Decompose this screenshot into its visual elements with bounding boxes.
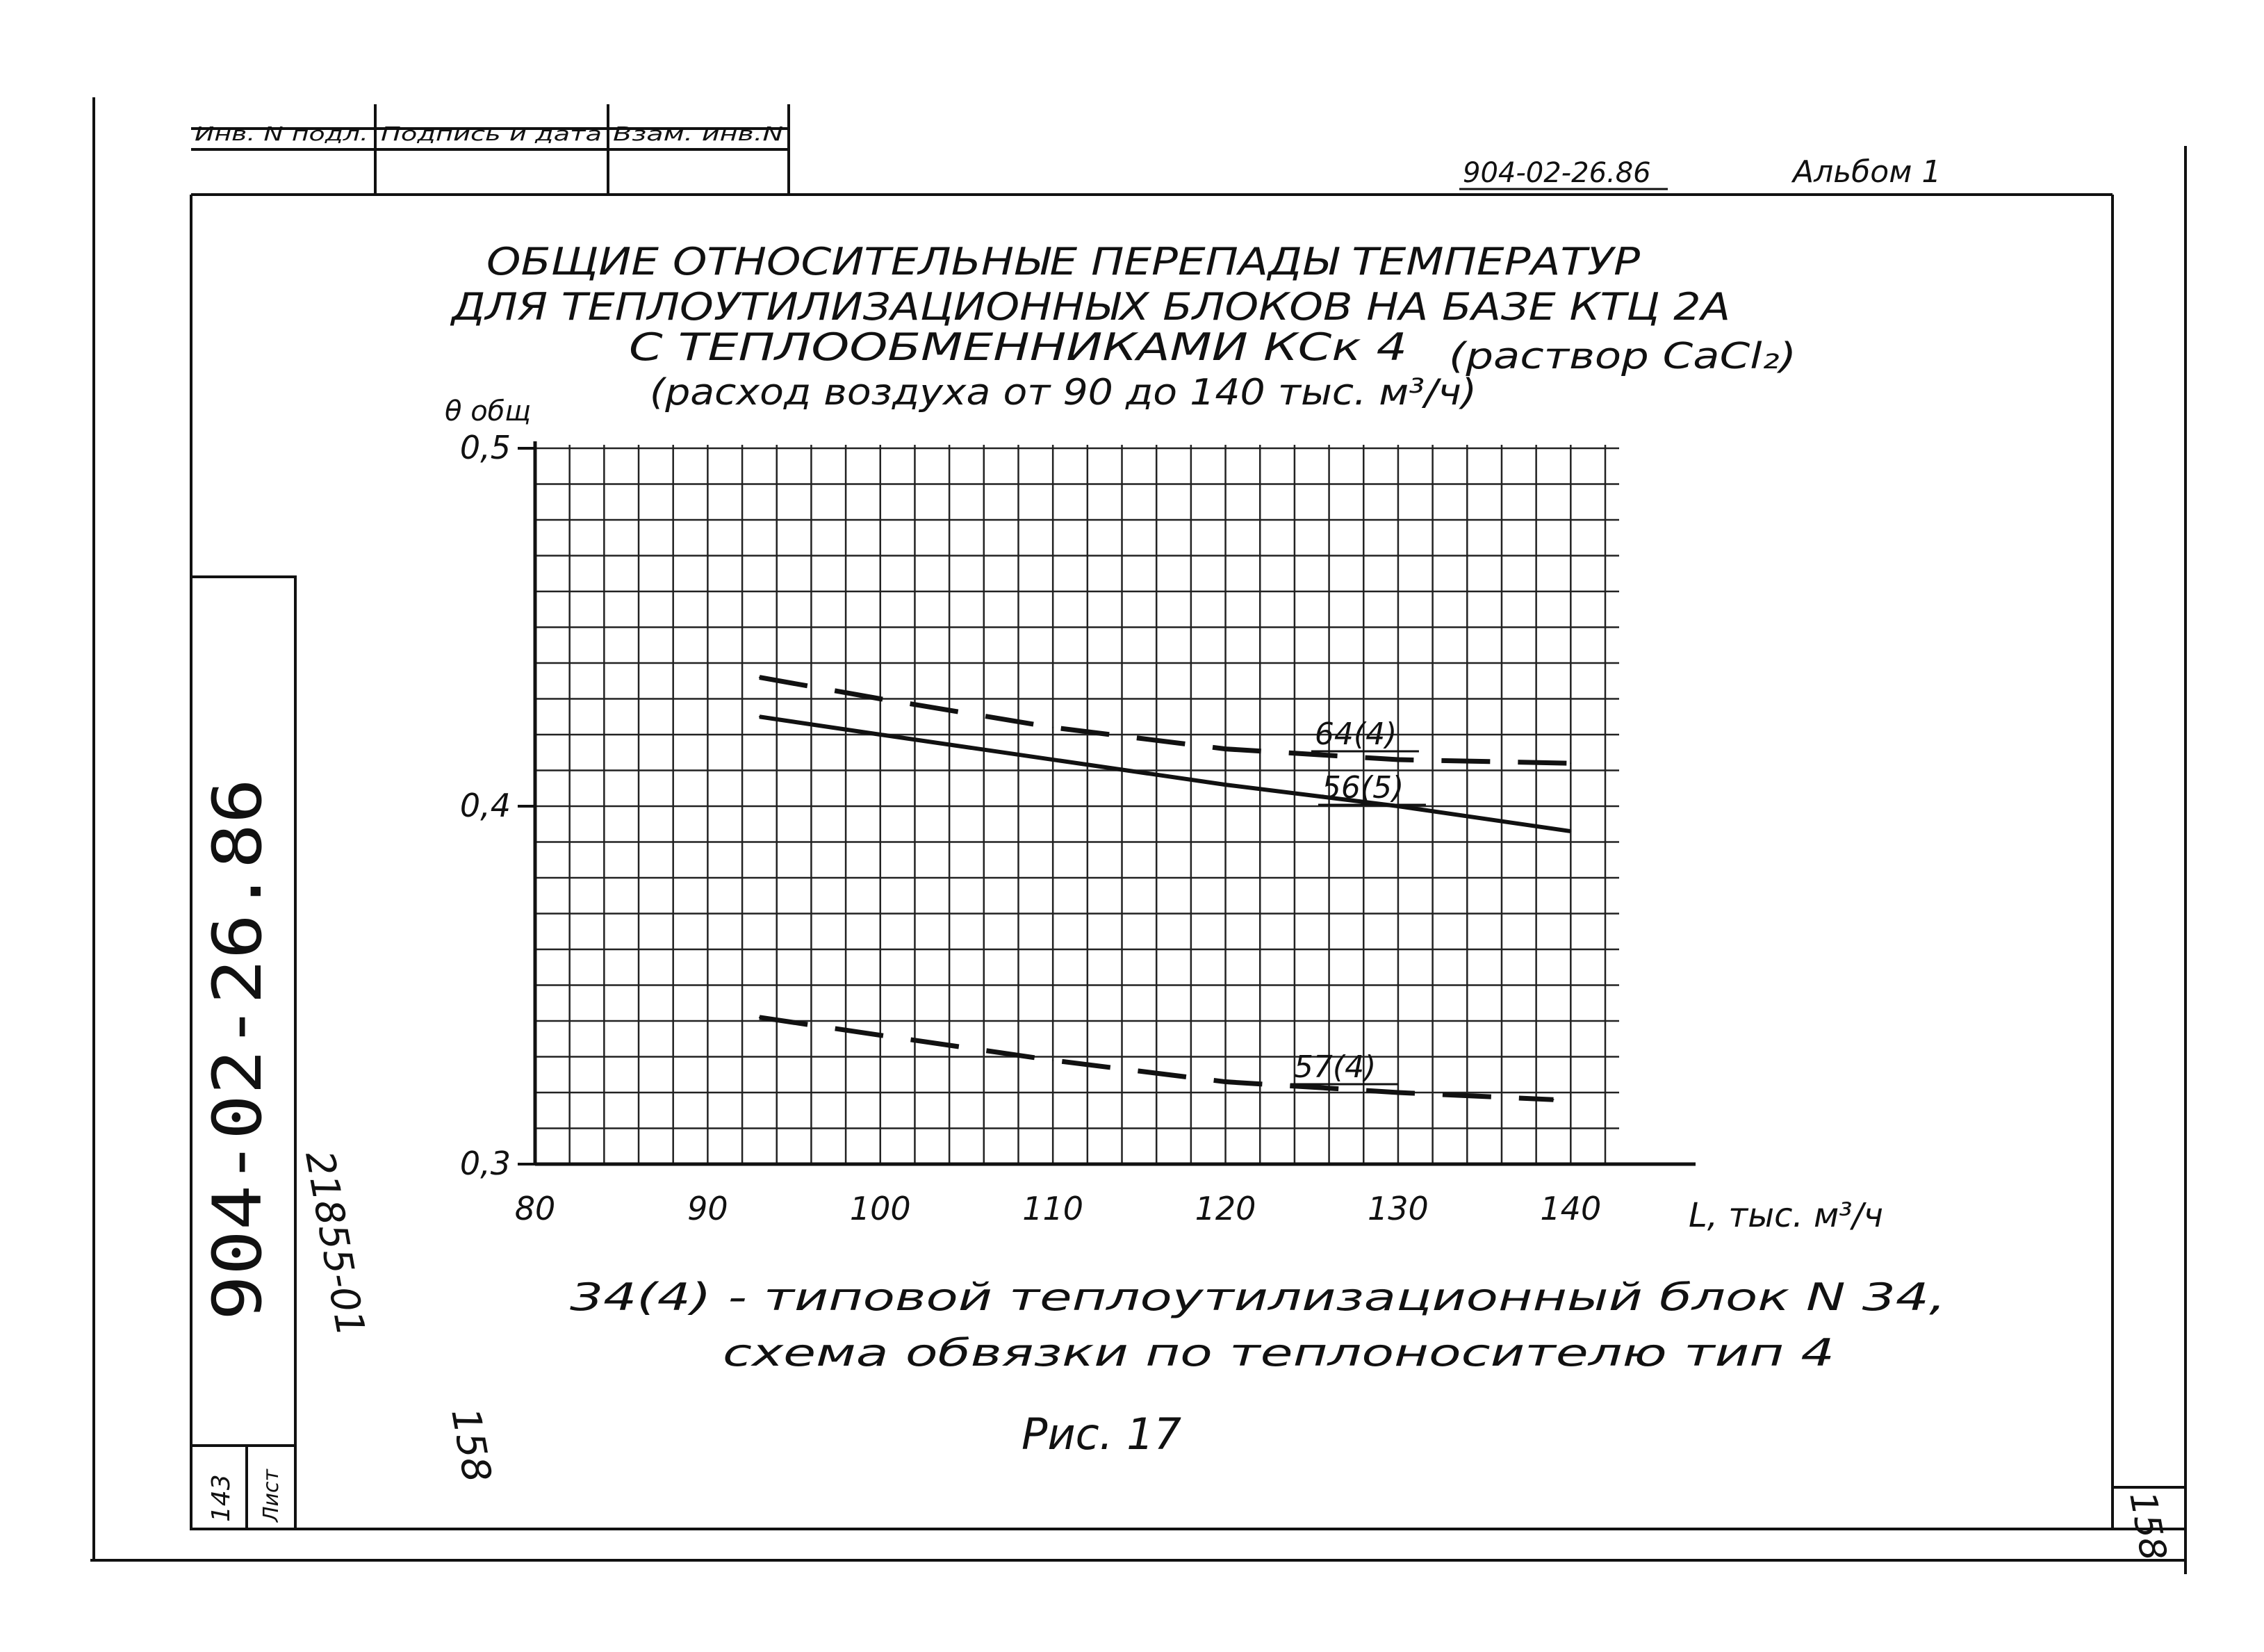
stamp-cell-replace: Взам. инв.N (613, 122, 783, 145)
y-axis-ticks: 0,3 0,4 0,5 (460, 429, 535, 1182)
y-tick-label: 0,4 (460, 787, 511, 824)
sheet-label: Лист (259, 1468, 284, 1523)
x-tick-label: 110 (1022, 1190, 1083, 1227)
y-axis-label: θ общ (445, 395, 531, 427)
series-point (758, 1016, 760, 1018)
title-line-3: С ТЕПЛООБМЕННИКАМИ КСк 4 (629, 325, 1407, 369)
series-point (1224, 784, 1227, 786)
sheet-frame (90, 97, 2187, 1574)
series-label: 56(5) (1322, 770, 1404, 805)
x-tick-label: 120 (1195, 1190, 1256, 1227)
series-point (1052, 1059, 1054, 1061)
approval-stamp: Инв. N подл. Подпись и дата Взам. инв.N (191, 104, 790, 195)
vertical-document-code: 904-02-26.86 (199, 778, 277, 1320)
series-point (1052, 759, 1054, 761)
chart-series: 64(4) 56(5) 57(4) (758, 675, 1572, 1102)
series-point (1552, 1099, 1555, 1101)
chart-plot: 80 90 100 110 120 130 140 0,3 0,4 0,5 64(4) 56(5)… (445, 395, 1883, 1235)
series-label: 64(4) (1315, 717, 1397, 752)
title-line-5: (расход воздуха от 90 до 140 тыс. м³/ч) (650, 372, 1477, 414)
series-point (1224, 1081, 1227, 1083)
x-axis-label: L, тыс. м³/ч (1689, 1196, 1883, 1235)
title-line-1: ОБЩИЕ ОТНОСИТЕЛЬНЫЕ ПЕРЕПАДЫ ТЕМПЕРАТУР (486, 240, 1641, 284)
title-line-4: (раствор CaCl₂) (1449, 336, 1796, 377)
series-label: 57(4) (1294, 1049, 1376, 1085)
x-tick-label: 130 (1368, 1190, 1429, 1227)
series-line-644 (759, 675, 1571, 766)
stamp-cell-signature: Подпись и дата (381, 122, 602, 145)
y-tick-label: 0,5 (460, 429, 511, 466)
series-point (1224, 748, 1227, 750)
series-point (879, 698, 881, 700)
y-tick-label: 0,3 (460, 1145, 511, 1182)
series-point (758, 676, 760, 678)
document-code: 904-02-26.86 (1463, 157, 1651, 189)
figure-caption: Рис. 17 (1022, 1409, 1181, 1459)
chart-title: ОБЩИЕ ОТНОСИТЕЛЬНЫЕ ПЕРЕПАДЫ ТЕМПЕРАТУР … (450, 240, 1796, 414)
registration-number: 21855-01 (296, 1147, 373, 1340)
chart-grid (535, 445, 1619, 1164)
legend-note-line-1: 34(4) - типовой теплоутилизационный блок… (570, 1275, 1946, 1319)
stamp-cell-inv: Инв. N подл. (195, 122, 368, 145)
legend-note-line-2: схема обвязки по теплоносителю тип 4 (723, 1331, 1835, 1375)
series-point (758, 716, 760, 718)
series-point (879, 1034, 881, 1036)
sheet-number: 143 (207, 1474, 236, 1522)
page-mark-158: 158 (442, 1405, 500, 1486)
series-point (1570, 762, 1572, 764)
corner-page-number: 158 (2121, 1489, 2174, 1564)
x-tick-label: 90 (687, 1190, 728, 1227)
chart-axes (533, 441, 1696, 1166)
series-point (1052, 726, 1054, 728)
series-point (879, 734, 881, 735)
series-point (1397, 759, 1399, 761)
x-tick-label: 140 (1540, 1190, 1601, 1227)
x-tick-label: 80 (515, 1190, 556, 1227)
series-point (1570, 831, 1572, 833)
series-point (1397, 1092, 1399, 1093)
series-line-565 (759, 714, 1571, 834)
x-axis-ticks: 80 90 100 110 120 130 140 (515, 1190, 1602, 1227)
series-line-574 (759, 1015, 1554, 1102)
title-line-2: ДЛЯ ТЕПЛОУТИЛИЗАЦИОННЫХ БЛОКОВ НА БАЗЕ К… (450, 285, 1730, 329)
side-stamp: 904-02-26.86 143 Лист (190, 575, 297, 1530)
album-label: Альбом 1 (1791, 154, 1941, 190)
x-tick-label: 100 (850, 1190, 911, 1227)
